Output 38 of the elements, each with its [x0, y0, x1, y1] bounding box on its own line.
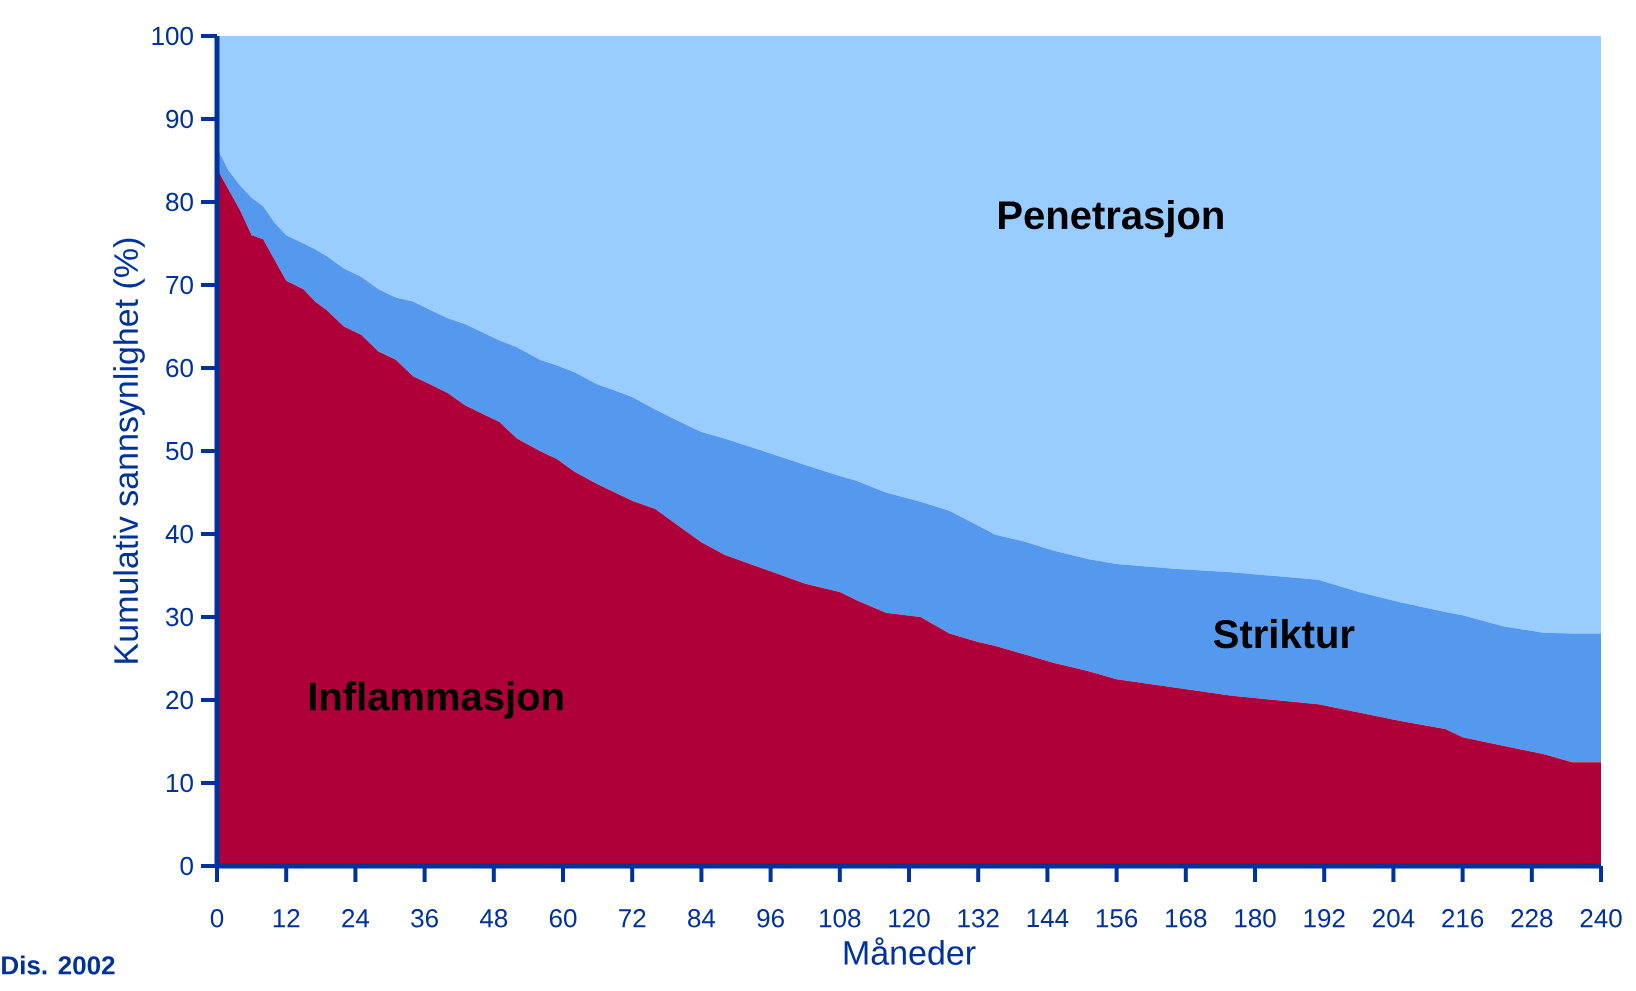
x-tick-label: 192	[1304, 909, 1345, 928]
y-tick-label: 30	[166, 607, 193, 627]
series-label: Penetrasjon	[999, 199, 1223, 238]
y-tick-label: 0	[180, 856, 193, 876]
x-tick-label: 24	[342, 909, 370, 928]
y-tick-label: 60	[166, 358, 193, 378]
x-tick-label: 168	[1166, 909, 1207, 928]
x-tick-label: 156	[1096, 909, 1138, 928]
x-tick-label: 132	[958, 909, 999, 928]
x-tick-label: 84	[688, 909, 716, 928]
x-tick-label: 240	[1580, 909, 1622, 928]
y-tick-label: 80	[166, 192, 193, 212]
x-tick-label: 0	[210, 909, 224, 928]
y-tick-label: 90	[166, 109, 193, 129]
x-tick-label: 228	[1511, 909, 1553, 928]
y-tick-label: 100	[152, 26, 193, 46]
x-tick-label: 12	[273, 909, 300, 928]
x-tick-label: 180	[1235, 909, 1276, 928]
x-tick-label: 48	[479, 909, 508, 928]
x-tick-label: 108	[820, 909, 861, 928]
y-tick-label: 50	[166, 441, 193, 461]
x-tick-label: 144	[1027, 909, 1069, 927]
x-tick-label: 120	[889, 909, 930, 928]
y-axis-title: Kumulativ sannsynlighet (%)	[113, 238, 145, 663]
series-label: Striktur	[1213, 618, 1355, 649]
x-tick-label: 60	[549, 909, 577, 928]
y-tick-label: 20	[166, 690, 193, 710]
y-tick-label: 70	[166, 275, 193, 295]
y-tick-label: 10	[167, 773, 193, 793]
text: Dis. 2002	[2, 955, 115, 975]
x-tick-label: 216	[1442, 909, 1484, 928]
x-tick-label: 72	[619, 909, 646, 928]
y-tick-label: 40	[165, 524, 193, 544]
x-tick-label: 36	[411, 909, 438, 928]
x-tick-label: 204	[1373, 909, 1415, 928]
x-tick-label: 96	[757, 909, 784, 928]
series-label: Inflammasjon	[309, 681, 563, 719]
x-axis-title: Måneder	[844, 937, 976, 965]
